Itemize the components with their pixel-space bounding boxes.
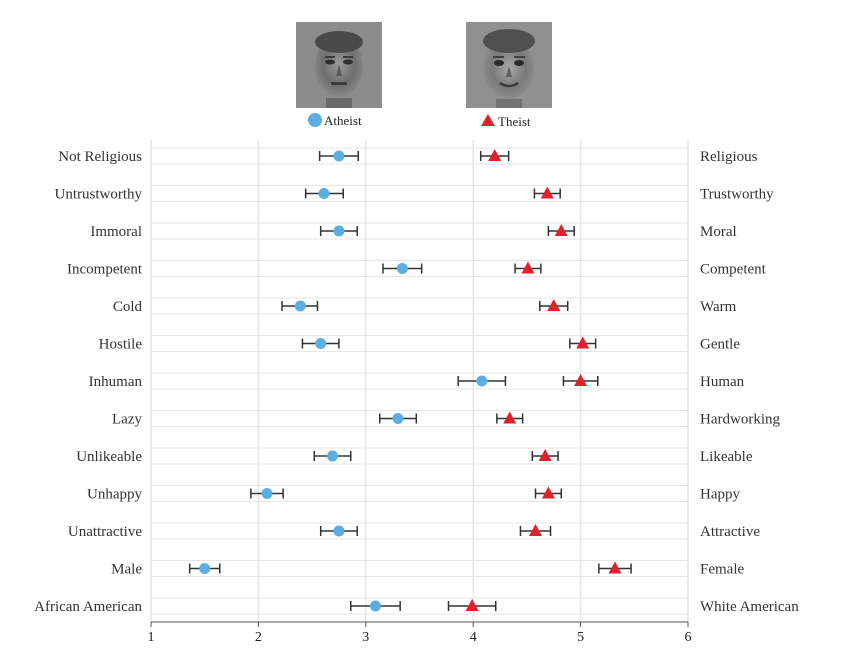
theist-point xyxy=(488,149,502,161)
theist-point xyxy=(465,599,479,611)
row-label-left: Hostile xyxy=(99,337,143,353)
x-tick-label: 1 xyxy=(148,630,155,645)
row-bands xyxy=(151,147,688,615)
theist-point xyxy=(574,374,588,386)
row-label-left: Untrustworthy xyxy=(55,187,143,203)
row-label-right: Gentle xyxy=(700,337,740,353)
row-label-left: Not Religious xyxy=(58,149,142,165)
row-label-right: Warm xyxy=(700,299,737,315)
row-label-right: Human xyxy=(700,374,745,390)
legend: Atheist Theist xyxy=(308,113,531,129)
atheist-point xyxy=(392,413,404,424)
row-label-left: Unlikeable xyxy=(76,449,142,465)
row-label-left: Immoral xyxy=(90,224,142,240)
row-label-right: Religious xyxy=(700,149,758,165)
theist-point xyxy=(547,299,561,311)
row-label-right: Attractive xyxy=(700,524,760,540)
atheist-point xyxy=(315,338,327,349)
theist-point xyxy=(521,261,535,274)
row-label-right: Female xyxy=(700,562,744,578)
theist-point xyxy=(503,411,517,424)
atheist-point xyxy=(476,375,488,387)
theist-point xyxy=(528,524,542,536)
x-axis: 1 2 3 4 5 6 xyxy=(148,621,692,645)
row-label-left: Cold xyxy=(113,299,143,315)
theist-point xyxy=(541,486,555,499)
atheist-point xyxy=(369,600,381,612)
row-label-right: Happy xyxy=(700,487,740,503)
row-label-right: Competent xyxy=(700,262,767,278)
atheist-point xyxy=(333,225,345,237)
theist-point xyxy=(538,449,552,461)
x-tick-label: 2 xyxy=(255,630,262,645)
atheist-point xyxy=(294,300,306,312)
row-label-left: Male xyxy=(111,562,142,578)
row-label-right: Trustworthy xyxy=(700,187,774,203)
x-tick-label: 4 xyxy=(470,630,477,645)
row-labels: Not Religious Religious Untrustworthy Trust… xyxy=(34,149,799,615)
atheist-point xyxy=(261,488,273,499)
atheist-point xyxy=(396,263,408,274)
atheist-point xyxy=(318,188,330,199)
x-tick-label: 3 xyxy=(362,630,369,645)
theist-point xyxy=(540,186,554,199)
x-tick-label: 6 xyxy=(685,630,692,645)
data-marks xyxy=(188,149,632,612)
atheist-point xyxy=(333,150,345,162)
row-label-left: Incompetent xyxy=(67,262,143,278)
atheist-point xyxy=(327,450,339,462)
theist-point xyxy=(554,224,568,236)
row-label-right: Hardworking xyxy=(700,412,780,428)
atheist-point xyxy=(199,563,211,574)
atheist-point xyxy=(333,525,345,537)
row-label-left: Inhuman xyxy=(89,374,143,390)
legend-atheist-label: Atheist xyxy=(324,113,362,128)
row-label-left: Unhappy xyxy=(87,487,142,503)
theist-face-image xyxy=(466,22,552,108)
row-label-left: Unattractive xyxy=(68,524,142,540)
theist-point xyxy=(576,336,590,349)
row-label-left: African American xyxy=(34,599,142,615)
row-label-left: Lazy xyxy=(112,412,142,428)
x-tick-label: 5 xyxy=(577,630,584,645)
legend-theist-label: Theist xyxy=(498,114,531,129)
row-label-right: Likeable xyxy=(700,449,753,465)
theist-point xyxy=(608,561,622,574)
atheist-face-image xyxy=(296,22,382,108)
row-label-right: White American xyxy=(700,599,799,615)
legend-atheist-marker xyxy=(308,113,322,127)
row-label-right: Moral xyxy=(700,224,737,240)
grid-lines xyxy=(150,140,689,622)
legend-theist-marker xyxy=(481,114,495,126)
